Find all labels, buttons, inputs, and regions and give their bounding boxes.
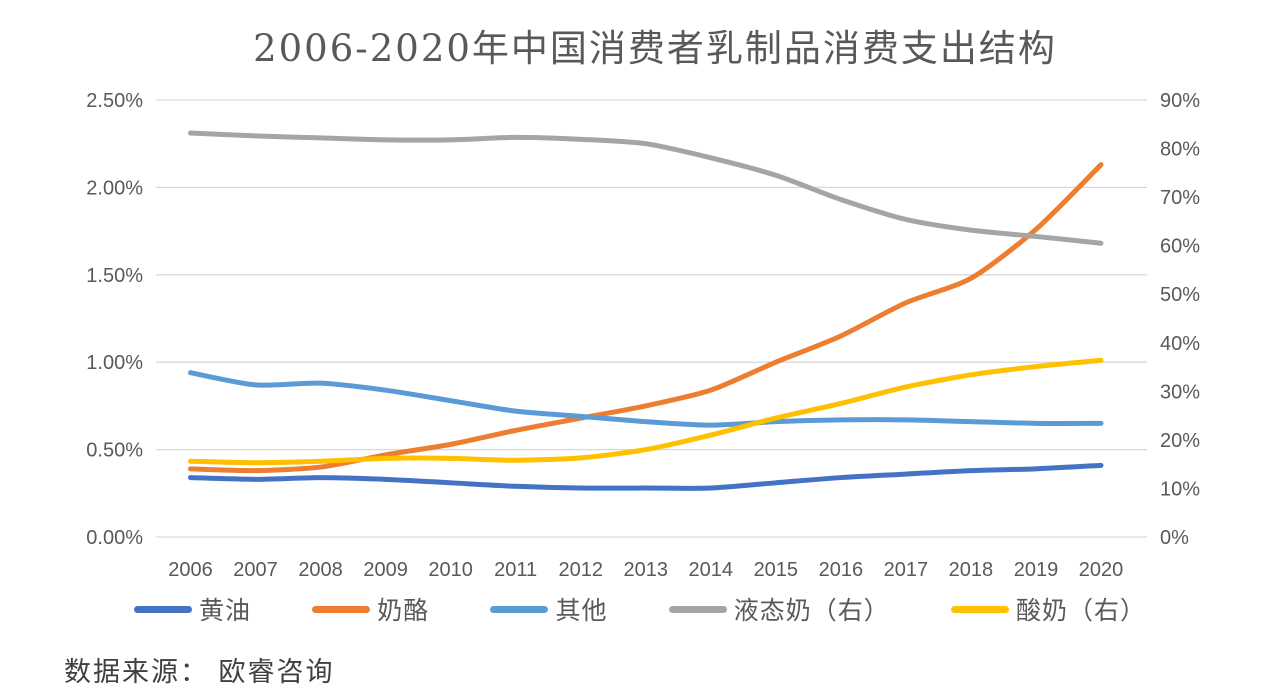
legend-marker-yogurt [950,605,1009,613]
x-axis-tick: 2007 [233,559,278,581]
x-axis-tick: 2013 [624,559,669,581]
x-axis-tick: 2016 [819,559,864,581]
right-axis-tick: 50% [1160,284,1200,306]
right-axis-tick: 60% [1160,236,1200,258]
legend-item-liquid-milk: 液态奶（右） [668,591,890,627]
legend-item-yogurt: 酸奶（右） [950,591,1146,627]
legend-label-cheese: 奶酪 [377,597,430,625]
left-axis-tick: 2.50% [86,90,143,112]
legend-marker-liquid-milk [668,605,727,613]
legend: 黄油 奶酪 其他 液态奶（右） 酸奶（右） [134,593,1146,625]
left-axis-tick: 0.50% [86,440,143,462]
left-axis-tick: 0.00% [86,527,143,549]
x-axis-tick: 2020 [1079,559,1124,581]
legend-item-cheese: 奶酪 [312,591,429,627]
line-cheese [188,162,1104,474]
right-axis-tick: 30% [1160,381,1200,403]
x-axis-tick: 2014 [689,559,734,581]
left-axis-tick: 1.50% [86,265,143,287]
chart-title: 2006-2020年中国消费者乳制品消费支出结构 [253,27,1057,70]
legend-label-other: 其他 [555,597,608,625]
x-axis-tick: 2015 [754,559,799,581]
right-axis-tick: 90% [1160,90,1200,112]
x-axis-tick: 2011 [494,559,537,581]
x-axis-tick: 2012 [558,559,603,581]
x-axis-tick: 2019 [1014,559,1059,581]
line-liquid-milk [188,130,1104,246]
x-axis-tick: 2008 [298,559,343,581]
legend-item-butter: 黄油 [134,591,251,627]
right-axis-tick: 80% [1160,139,1200,161]
legend-label-yogurt: 酸奶（右） [1015,597,1146,625]
line-yogurt [188,357,1104,466]
right-axis-tick: 70% [1160,187,1200,209]
right-axis-tick: 20% [1160,430,1200,452]
x-axis-tick: 2006 [168,559,213,581]
x-axis-tick: 2017 [884,559,929,581]
right-axis-tick: 40% [1160,333,1200,355]
line-butter [188,462,1104,491]
left-axis-tick: 1.00% [86,352,143,374]
legend-marker-cheese [312,605,371,613]
right-axis-tick: 0% [1160,527,1189,549]
legend-label-butter: 黄油 [199,597,252,625]
x-axis-tick: 2018 [949,559,994,581]
source-note: 数据来源： 欧睿咨询 [64,657,335,687]
legend-marker-butter [134,605,192,613]
right-axis-tick: 10% [1160,478,1200,500]
x-axis-tick: 2009 [363,559,408,581]
left-axis-tick: 2.00% [86,177,143,199]
line-other [188,370,1104,428]
legend-label-liquid-milk: 液态奶（右） [733,597,890,625]
legend-marker-other [490,605,549,613]
x-axis-tick: 2010 [428,559,473,581]
legend-item-other: 其他 [490,591,607,627]
